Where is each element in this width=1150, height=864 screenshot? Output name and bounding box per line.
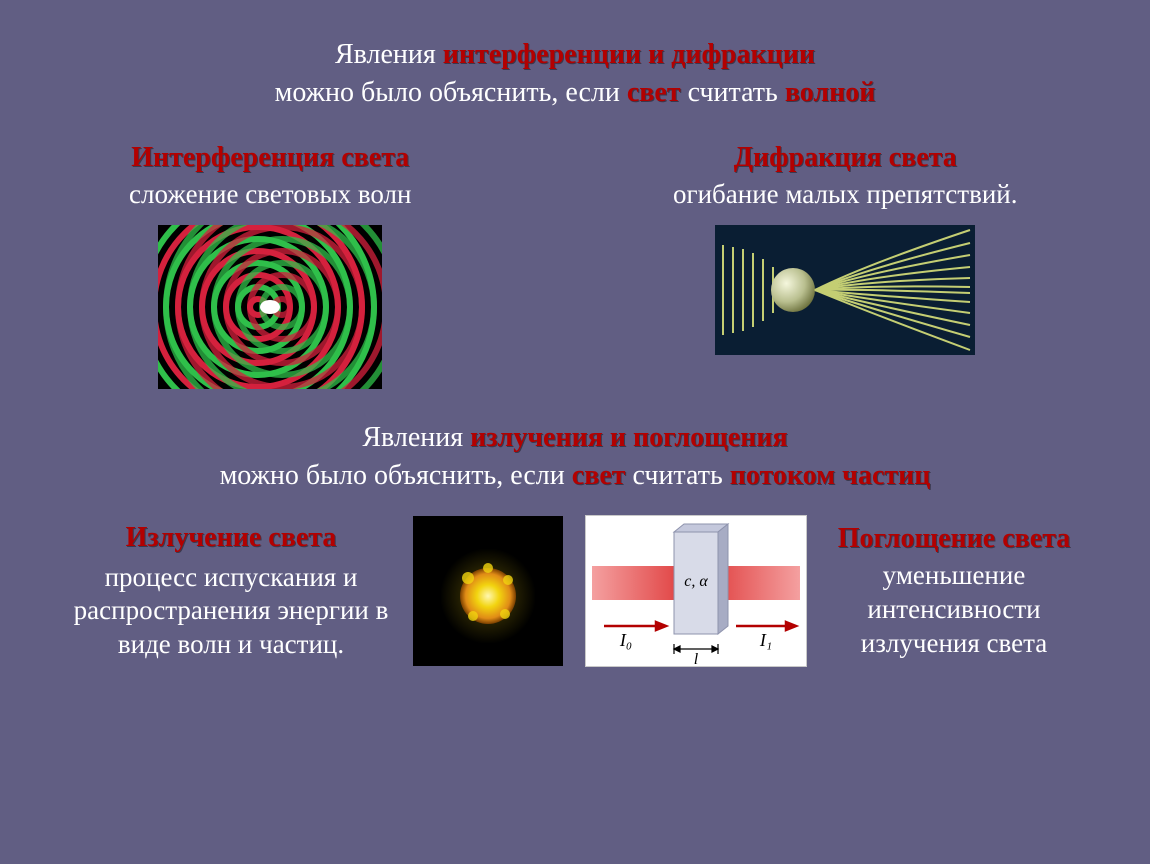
diffraction-icon: [715, 225, 975, 355]
interference-figure: [158, 225, 382, 389]
emphasis: излучения и поглощения: [470, 422, 787, 453]
section1-line1: Явления интерференции и дифракции: [0, 36, 1150, 74]
text: Явления: [335, 39, 443, 70]
section1-line2: можно было объяснить, если свет считать …: [0, 74, 1150, 112]
emission-desc: процесс испускания и распространения эне…: [71, 561, 391, 662]
emphasis: свет: [572, 460, 626, 491]
text: можно было объяснить, если: [275, 77, 627, 108]
row-wave-phenomena: Интерференция света сложение световых во…: [0, 142, 1150, 390]
emphasis: свет: [627, 77, 681, 108]
diffraction-figure: [715, 225, 975, 355]
section2-heading: Явления излучения и поглощения можно был…: [0, 419, 1150, 495]
diffraction-desc: огибание малых препятствий.: [673, 178, 1017, 212]
emphasis: потоком частиц: [730, 460, 931, 491]
sun-icon: [413, 516, 563, 666]
absorption-title: Поглощение света: [829, 522, 1079, 556]
absorption-desc: уменьшение интенсивности излучения света: [829, 559, 1079, 660]
text: считать: [626, 460, 730, 491]
absorption-c-alpha-label: c, α: [684, 573, 708, 590]
emission-title: Излучение света: [71, 520, 391, 556]
diffraction-title: Дифракция света: [734, 142, 957, 174]
section2-line2: можно было объяснить, если свет считать …: [0, 457, 1150, 495]
section2-line1: Явления излучения и поглощения: [0, 419, 1150, 457]
interference-desc: сложение световых волн: [129, 178, 411, 212]
slide: Явления интерференции и дифракции можно …: [0, 0, 1150, 864]
text: можно было объяснить, если: [220, 460, 572, 491]
emission-figure: [413, 516, 563, 666]
absorption-icon: I₀ I₁ c, α l: [586, 516, 806, 666]
absorption-text: Поглощение света уменьшение интенсивност…: [829, 522, 1079, 661]
diffraction-column: Дифракция света огибание малых препятств…: [546, 142, 1144, 390]
absorption-I0-label: I₀: [619, 630, 632, 650]
section1-heading: Явления интерференции и дифракции можно …: [0, 0, 1150, 112]
row-particle-phenomena: Излучение света процесс испускания и рас…: [0, 515, 1150, 667]
absorption-figure: I₀ I₁ c, α l: [585, 515, 807, 667]
interference-column: Интерференция света сложение световых во…: [6, 142, 535, 390]
emission-text: Излучение света процесс испускания и рас…: [71, 520, 391, 662]
interference-title: Интерференция света: [131, 142, 409, 174]
text: Явления: [362, 422, 470, 453]
absorption-I1-label: I₁: [759, 630, 772, 650]
text: считать: [681, 77, 785, 108]
interference-icon: [158, 225, 382, 389]
absorption-l-label: l: [694, 651, 699, 666]
emphasis: интерференции и дифракции: [443, 39, 815, 70]
emphasis: волной: [785, 77, 876, 108]
